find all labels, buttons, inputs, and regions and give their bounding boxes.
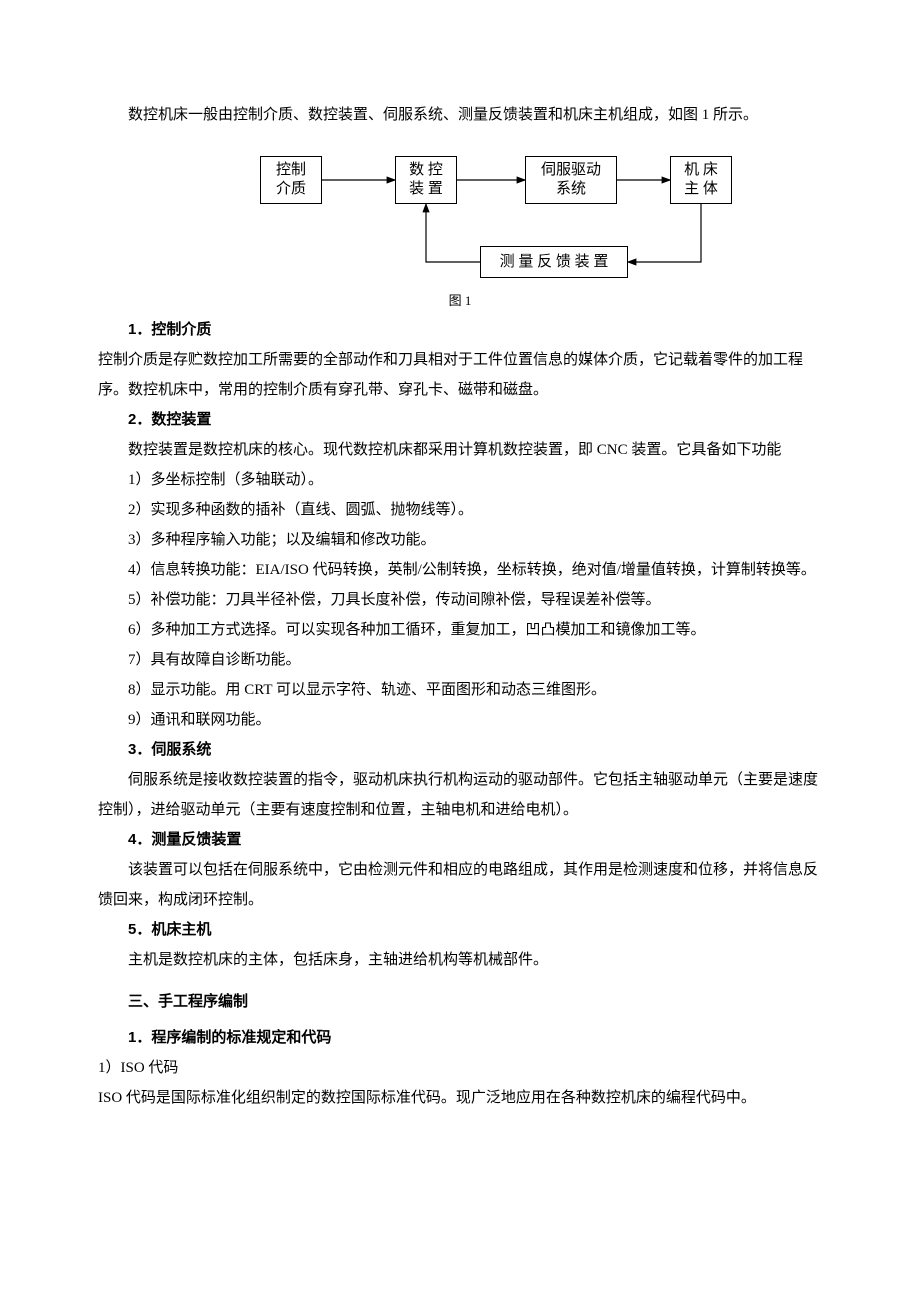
heading-servo-system: 3．伺服系统 (98, 735, 822, 765)
diagram-node-feedback: 测 量 反 馈 装 置 (480, 246, 628, 278)
document-page: 数控机床一般由控制介质、数控装置、伺服系统、测量反馈装置和机床主机组成，如图 1… (0, 0, 920, 1302)
para-s3-0: 伺服系统是接收数控装置的指令，驱动机床执行机构运动的驱动部件。它包括主轴驱动单元… (98, 765, 822, 825)
para-s2-1: 1）多坐标控制（多轴联动）。 (98, 465, 822, 495)
para-s2-4: 4）信息转换功能：EIA/ISO 代码转换，英制/公制转换，坐标转换，绝对值/增… (98, 555, 822, 585)
para-s2-2: 2）实现多种函数的插补（直线、圆弧、抛物线等）。 (98, 495, 822, 525)
heading-manual-programming: 三、手工程序编制 (98, 987, 822, 1017)
figure-1-diagram: 控制介质 数 控装 置 伺服驱动系统 机 床主 体 测 量 反 馈 装 置 (190, 146, 730, 286)
diagram-node-machine-body: 机 床主 体 (670, 156, 732, 204)
para-s5-0: 主机是数控机床的主体，包括床身，主轴进给机构等机械部件。 (98, 945, 822, 975)
intro-paragraph: 数控机床一般由控制介质、数控装置、伺服系统、测量反馈装置和机床主机组成，如图 1… (98, 100, 822, 130)
para-s2-3: 3）多种程序输入功能；以及编辑和修改功能。 (98, 525, 822, 555)
diagram-node-servo-drive: 伺服驱动系统 (525, 156, 617, 204)
para-s1-0: 控制介质是存贮数控加工所需要的全部动作和刀具相对于工件位置信息的媒体介质，它记载… (98, 345, 822, 405)
para-s2-9: 9）通讯和联网功能。 (98, 705, 822, 735)
para-s2-6: 6）多种加工方式选择。可以实现各种加工循环，重复加工，凹凸模加工和镜像加工等。 (98, 615, 822, 645)
heading-machine-body: 5．机床主机 (98, 915, 822, 945)
diagram-node-cnc-device: 数 控装 置 (395, 156, 457, 204)
diagram-node-control-medium: 控制介质 (260, 156, 322, 204)
figure-1-caption: 图 1 (98, 290, 822, 309)
heading-cnc-device: 2．数控装置 (98, 405, 822, 435)
heading-programming-standards: 1．程序编制的标准规定和代码 (98, 1023, 822, 1053)
para-iso-item-1: ISO 代码是国际标准化组织制定的数控国际标准代码。现广泛地应用在各种数控机床的… (98, 1083, 822, 1113)
para-s2-7: 7）具有故障自诊断功能。 (98, 645, 822, 675)
para-s2-5: 5）补偿功能：刀具半径补偿，刀具长度补偿，传动间隙补偿，导程误差补偿等。 (98, 585, 822, 615)
para-s2-8: 8）显示功能。用 CRT 可以显示字符、轨迹、平面图形和动态三维图形。 (98, 675, 822, 705)
para-s2-0: 数控装置是数控机床的核心。现代数控机床都采用计算机数控装置，即 CNC 装置。它… (98, 435, 822, 465)
para-iso-item-0: 1）ISO 代码 (98, 1053, 822, 1083)
para-s4-0: 该装置可以包括在伺服系统中，它由检测元件和相应的电路组成，其作用是检测速度和位移… (98, 855, 822, 915)
heading-control-medium: 1．控制介质 (98, 315, 822, 345)
heading-feedback-device: 4．测量反馈装置 (98, 825, 822, 855)
